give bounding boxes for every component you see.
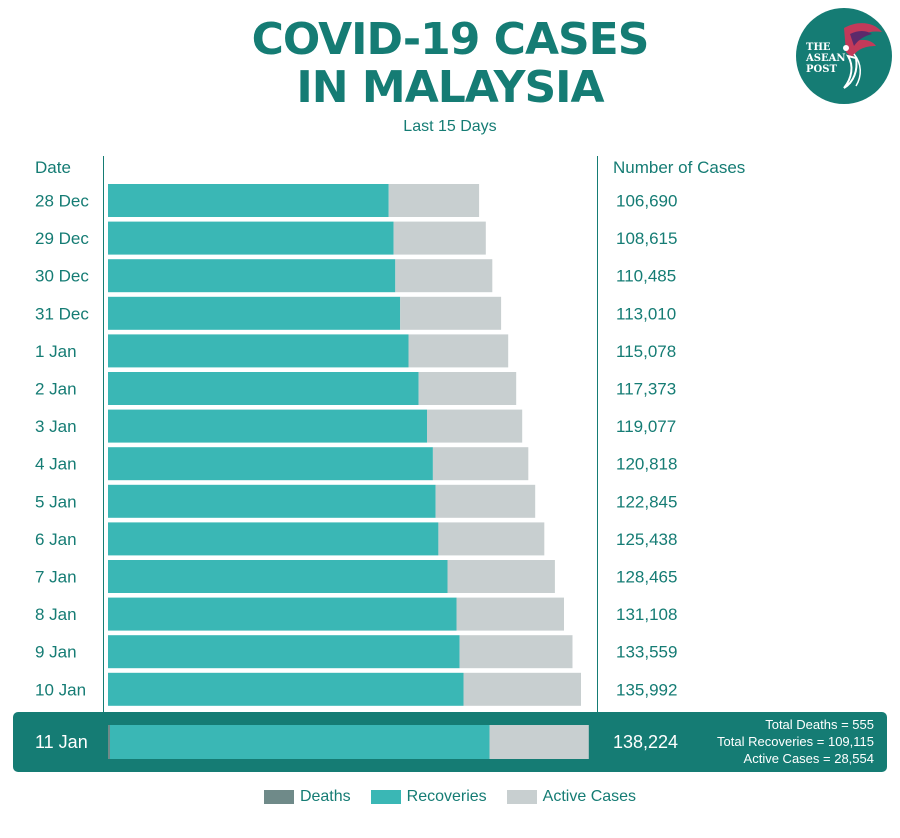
bar-segment-recoveries-8 — [108, 447, 433, 481]
title-line-2: IN MALAYSIA — [296, 62, 604, 113]
bird-emblem-icon — [843, 23, 882, 89]
case-total-label-3: 110,485 — [616, 267, 676, 286]
left-divider — [103, 156, 104, 712]
bar-segment-active-2 — [393, 221, 486, 255]
bar-segment-active-8 — [432, 447, 529, 481]
date-label-8: 4 Jan — [35, 455, 77, 474]
total-recoveries-stat: Total Recoveries = 109,115 — [717, 734, 874, 749]
legend-item-deaths: Deaths — [263, 788, 351, 806]
case-total-label-11: 128,465 — [616, 568, 677, 587]
legend-label-active: Active Cases — [542, 788, 637, 805]
bar-segment-active-3 — [395, 259, 493, 293]
legend: Deaths Recoveries Active Cases — [0, 788, 900, 806]
case-total-label-13: 133,559 — [616, 643, 677, 662]
date-label-12: 8 Jan — [35, 605, 77, 624]
case-total-label-5: 115,078 — [616, 342, 676, 361]
bar-segment-recoveries-14 — [108, 672, 464, 706]
date-label-2: 29 Dec — [35, 229, 89, 248]
case-total-label-6: 117,373 — [616, 380, 676, 399]
bar-segment-active-12 — [456, 597, 564, 631]
date-label-7: 3 Jan — [35, 417, 77, 436]
date-label-14: 10 Jan — [35, 680, 86, 699]
date-label-5: 1 Jan — [35, 342, 77, 361]
date-label-15: 11 Jan — [35, 732, 88, 752]
bar-segment-recoveries-4 — [108, 296, 401, 330]
logo-wordmark: THE ASEAN POST — [806, 42, 846, 75]
deaths-swatch — [263, 790, 294, 804]
chart-subtitle: Last 15 Days — [403, 118, 497, 135]
date-label-3: 30 Dec — [35, 267, 89, 286]
case-total-label-9: 122,845 — [616, 492, 677, 511]
date-label-10: 6 Jan — [35, 530, 77, 549]
case-total-label-12: 131,108 — [616, 605, 677, 624]
legend-label-deaths: Deaths — [299, 788, 351, 805]
active-cases-stat: Active Cases = 28,554 — [743, 751, 874, 766]
recoveries-swatch — [370, 790, 401, 804]
date-label-6: 2 Jan — [35, 380, 77, 399]
bar-segment-recoveries-9 — [108, 484, 436, 518]
bar-segment-recoveries-6 — [108, 372, 419, 405]
case-total-label-15: 138,224 — [613, 732, 678, 752]
active-swatch — [506, 790, 537, 804]
bar-segment-deaths-15 — [108, 725, 110, 759]
bar-segment-active-14 — [463, 672, 581, 706]
bar-segment-recoveries-1 — [108, 184, 389, 217]
bar-segment-recoveries-11 — [108, 560, 448, 593]
case-total-label-7: 119,077 — [616, 417, 676, 436]
bar-segment-recoveries-3 — [108, 259, 396, 293]
date-label-11: 7 Jan — [35, 568, 77, 587]
case-total-label-2: 108,615 — [616, 229, 677, 248]
case-total-label-4: 113,010 — [616, 304, 676, 323]
latest-day-stats: Total Deaths = 555 Total Recoveries = 10… — [717, 716, 874, 767]
bar-segment-recoveries-2 — [108, 221, 394, 255]
bar-segment-active-11 — [447, 560, 555, 593]
bar-segment-active-4 — [400, 296, 502, 330]
bar-segment-active-5 — [408, 334, 509, 368]
bar-segment-active-10 — [438, 522, 545, 556]
legend-item-active: Active Cases — [506, 788, 637, 806]
legend-label-recoveries: Recoveries — [406, 788, 487, 805]
case-total-label-1: 106,690 — [616, 192, 677, 211]
title-line-1: COVID-19 CASES — [251, 14, 650, 65]
bar-segment-recoveries-12 — [108, 597, 457, 631]
bar-segment-recoveries-5 — [108, 334, 409, 368]
right-divider — [597, 156, 598, 712]
bar-segment-active-1 — [388, 184, 480, 217]
bar-segment-recoveries-13 — [108, 635, 460, 669]
case-total-label-10: 125,438 — [616, 530, 677, 549]
bar-segment-recoveries-7 — [108, 409, 427, 443]
case-total-label-14: 135,992 — [616, 680, 677, 699]
date-label-9: 5 Jan — [35, 492, 77, 511]
bar-segment-active-9 — [435, 484, 536, 518]
date-label-13: 9 Jan — [35, 643, 77, 662]
date-column-header: Date — [35, 158, 71, 177]
bar-segment-recoveries-15 — [110, 725, 490, 759]
bar-segment-recoveries-10 — [108, 522, 439, 556]
bar-segment-active-7 — [427, 409, 523, 443]
bar-segment-active-6 — [418, 372, 517, 405]
bar-segment-active-15 — [489, 725, 589, 759]
case-total-label-8: 120,818 — [616, 455, 677, 474]
legend-item-recoveries: Recoveries — [370, 788, 487, 806]
date-label-4: 31 Dec — [35, 304, 89, 323]
total-deaths-stat: Total Deaths = 555 — [765, 717, 874, 732]
cases-column-header: Number of Cases — [613, 158, 746, 177]
bar-segment-active-13 — [459, 635, 573, 669]
asean-post-logo: THE ASEAN POST — [796, 8, 892, 104]
date-label-1: 28 Dec — [35, 192, 89, 211]
chart-title: COVID-19 CASES IN MALAYSIA — [0, 16, 900, 112]
